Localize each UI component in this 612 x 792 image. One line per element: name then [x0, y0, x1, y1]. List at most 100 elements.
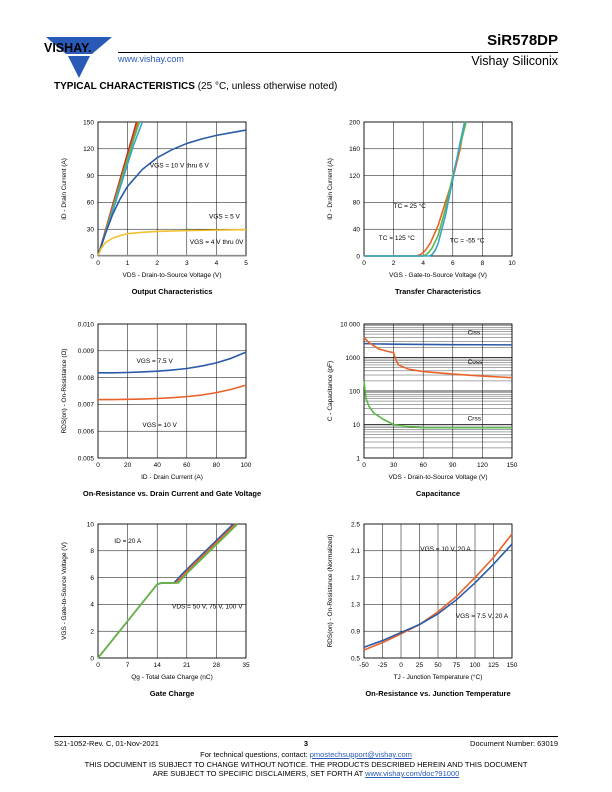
x-tick-label: 6 — [451, 260, 455, 267]
x-tick-label: 14 — [154, 662, 162, 669]
footer-rule — [54, 736, 558, 737]
chart-annotation: VGS = 4 V thru 0V — [190, 239, 244, 246]
x-tick-label: 21 — [183, 662, 191, 669]
footer-document-number: Document Number: 63019 — [470, 739, 558, 748]
x-tick-label: 150 — [507, 462, 518, 469]
x-tick-label: 150 — [507, 662, 518, 669]
x-tick-label: 0 — [362, 462, 366, 469]
chart-capacitance: 0 30 60 90 120 150 1 10 100 1000 10 000 Ciss Coss Crs… — [327, 321, 518, 498]
x-tick-label: 0 — [96, 662, 100, 669]
chart-title: Transfer Characteristics — [395, 287, 481, 296]
y-tick-label: 0.007 — [78, 402, 95, 409]
series-line-2 — [363, 543, 513, 649]
y-tick-label: 10 — [353, 422, 361, 429]
series-line-1 — [363, 342, 513, 346]
y-axis-label: RDS(on) - On-Resistance (Normalized) — [327, 534, 334, 647]
x-axis-label: VGS - Gate-to-Source Voltage (V) — [389, 272, 487, 279]
x-axis-label: VDS - Drain-to-Source Voltage (V) — [389, 474, 488, 481]
x-tick-label: 100 — [470, 662, 481, 669]
x-tick-label: 0 — [96, 462, 100, 469]
x-tick-label: 60 — [420, 462, 428, 469]
x-tick-label: 35 — [242, 662, 250, 669]
chart-annotation: VGS = 10 V, 20 A — [420, 546, 471, 553]
y-tick-label: 6 — [90, 575, 94, 582]
y-axis-label: C - Capacitance (pF) — [327, 361, 334, 421]
x-tick-label: 30 — [390, 462, 398, 469]
y-tick-label: 0.009 — [78, 348, 95, 355]
series-line-5 — [97, 129, 247, 257]
plot-frame — [97, 323, 247, 459]
x-tick-label: 7 — [126, 662, 130, 669]
footer-disclaimer-link[interactable]: www.vishay.com/doc?91000 — [365, 769, 460, 778]
y-tick-label: 0 — [90, 253, 94, 260]
footer-page-number: 3 — [303, 739, 309, 748]
chart-annotation: ID = 20 A — [114, 538, 142, 545]
y-tick-label: 10 — [87, 521, 95, 528]
footer-revision: S21-1052-Rev. C, 01-Nov-2021 — [54, 739, 159, 748]
series-line-1 — [98, 351, 247, 374]
y-tick-label: 10 000 — [340, 321, 360, 328]
x-tick-label: 2 — [155, 260, 159, 267]
y-tick-label: 0.5 — [351, 655, 360, 662]
y-tick-label: 100 — [349, 388, 360, 395]
x-tick-label: 1 — [126, 260, 130, 267]
y-tick-label: 160 — [349, 146, 360, 153]
y-tick-label: 2 — [90, 629, 94, 636]
section-note: (25 °C, unless otherwise noted) — [197, 81, 338, 92]
header-rule — [118, 52, 558, 53]
x-tick-label: 100 — [241, 462, 252, 469]
chart-output-characteristics: 0 1 2 3 4 5 0 30 60 90 120 150 VGS = 10 V thru 6 V VG… — [61, 119, 248, 296]
y-tick-label: 1.3 — [351, 602, 360, 609]
y-tick-label: 2.5 — [351, 521, 360, 528]
chart-annotation: TC = -55 °C — [450, 237, 485, 245]
chart-annotation: VGS = 10 V thru 6 V — [150, 163, 210, 170]
x-tick-label: 80 — [213, 462, 221, 469]
x-tick-label: 90 — [449, 462, 457, 469]
y-tick-label: 1.7 — [351, 575, 360, 582]
y-tick-label: 0.008 — [78, 375, 95, 382]
y-tick-label: 0.9 — [351, 629, 360, 636]
x-tick-label: 50 — [434, 662, 442, 669]
plot-frame — [97, 523, 247, 659]
chart-gate-charge: 0 7 14 21 28 35 0 2 4 6 8 10 ID = 20 A VDS = 50 V, 75… — [61, 521, 250, 698]
y-tick-label: 90 — [87, 173, 95, 180]
y-tick-label: 200 — [349, 119, 360, 126]
footer-contact-label: For technical questions, contact: — [200, 750, 310, 759]
series-line-6 — [97, 228, 247, 257]
y-axis-label: ID - Drain Current (A) — [61, 158, 68, 220]
x-tick-label: 0 — [362, 260, 366, 267]
chart-annotation: VDS = 50 V, 75 V, 100 V — [172, 603, 243, 610]
y-tick-label: 80 — [353, 200, 361, 207]
x-tick-label: 10 — [508, 260, 516, 267]
website-link[interactable]: www.vishay.com — [118, 54, 184, 64]
y-tick-label: 40 — [353, 227, 361, 234]
vishay-logo: VISHAY. — [44, 37, 112, 78]
series-line-2 — [363, 336, 513, 379]
chart-title: On-Resistance vs. Drain Current and Gate… — [83, 489, 261, 498]
chart-transfer-characteristics: 0 2 4 6 8 10 0 40 80 120 160 200 TC = 25 °C TC = 125 … — [327, 119, 516, 296]
y-tick-label: 0 — [356, 253, 360, 260]
part-number: SiR578DP — [487, 32, 558, 49]
chart-title: Capacitance — [416, 489, 460, 498]
x-tick-label: 40 — [154, 462, 162, 469]
chart-title: Output Characteristics — [132, 287, 213, 296]
x-tick-label: 0 — [399, 662, 403, 669]
x-tick-label: 4 — [421, 260, 425, 267]
section-title: TYPICAL CHARACTERISTICS (25 °C, unless o… — [54, 81, 337, 92]
footer-disclaimer-line1: THIS DOCUMENT IS SUBJECT TO CHANGE WITHO… — [84, 760, 528, 769]
x-tick-label: 25 — [416, 662, 424, 669]
chart-title: On-Resistance vs. Junction Temperature — [365, 689, 510, 698]
y-axis-label: VGS - Gate-to-Source Voltage (V) — [61, 542, 68, 640]
footer-contact-email[interactable]: pmostechsupport@vishay.com — [309, 750, 412, 759]
series-line-3 — [363, 380, 512, 429]
plot-frame — [363, 523, 513, 659]
y-tick-label: 1 — [356, 455, 360, 462]
chart-annotation: TC = 25 °C — [394, 202, 427, 210]
y-tick-label: 1000 — [346, 355, 361, 362]
chart-annotation: VGS = 5 V — [209, 213, 241, 220]
svg-text:VISHAY.: VISHAY. — [44, 41, 91, 55]
footer-disclaimer-line2: ARE SUBJECT TO SPECIFIC DISCLAIMERS, SET… — [0, 769, 612, 778]
plot-frame — [363, 323, 513, 459]
y-tick-label: 30 — [87, 227, 95, 234]
y-tick-label: 60 — [87, 200, 95, 207]
